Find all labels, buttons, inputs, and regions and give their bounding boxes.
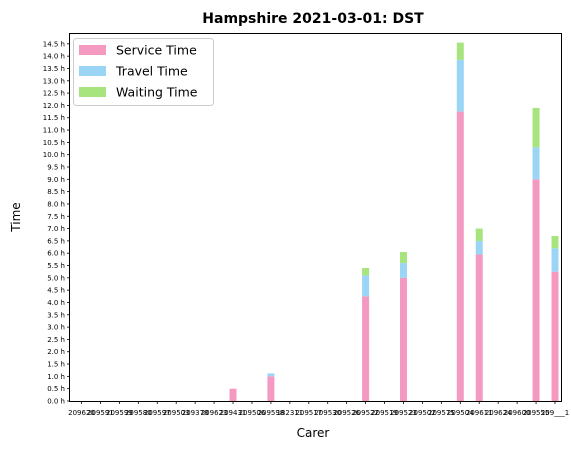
bar-travel-time-209523 — [399, 263, 407, 278]
legend: Service Time Travel Time Waiting Time — [73, 38, 214, 106]
x-tick-label: 209555 — [523, 409, 550, 417]
y-tick-label: 6.0 h — [47, 250, 65, 258]
x-tick-label: 209502 — [409, 409, 436, 417]
x-tick-label: 209591 — [87, 409, 114, 417]
bar-waiting-time-209522 — [362, 267, 370, 276]
y-tick-label: 10.0 h — [43, 151, 65, 159]
x-tick-label: 209519 — [371, 409, 398, 417]
legend-label-waiting-time: Waiting Time — [116, 85, 198, 100]
y-tick-label: 4.5 h — [47, 287, 65, 295]
legend-swatch-travel-time — [79, 66, 106, 76]
x-tick-label: 209523 — [390, 409, 417, 417]
bar-service-time-209___1 — [551, 271, 559, 401]
y-tick-label: 2.5 h — [47, 336, 65, 344]
x-tick-label: 209504 — [447, 409, 474, 417]
y-tick-label: 10.5 h — [43, 139, 65, 147]
y-tick-label: 5.5 h — [47, 262, 65, 270]
y-tick-label: 9.0 h — [47, 176, 65, 184]
bar-travel-time-209611 — [475, 240, 483, 255]
x-tick-label: 209522 — [352, 409, 379, 417]
chart-title: Hampshire 2021-03-01: DST — [202, 11, 424, 27]
x-tick-label: 209503 — [163, 409, 190, 417]
bar-service-time-209522 — [362, 296, 370, 401]
y-tick-label: 3.0 h — [47, 324, 65, 332]
y-axis-label: Time — [9, 202, 23, 232]
y-tick-label: 6.5 h — [47, 237, 65, 245]
x-tick-label: 209506 — [239, 409, 266, 417]
y-tick-label: 7.5 h — [47, 213, 65, 221]
y-tick-label: 1.0 h — [47, 373, 65, 381]
bar-waiting-time-209___1 — [551, 235, 559, 249]
x-tick-label: 209620 — [68, 409, 95, 417]
y-tick-label: 4.0 h — [47, 299, 65, 307]
y-tick-label: 12.0 h — [43, 102, 65, 110]
y-tick-label: 8.0 h — [47, 200, 65, 208]
bar-service-time-209611 — [475, 254, 483, 401]
bar-travel-time-209555 — [532, 147, 540, 180]
y-axis: 0.0 h 0.5 h 1.0 h 1.5 h 2.0 h 2.5 h 3.0 h 3.5 h… — [43, 40, 70, 406]
legend-label-travel-time: Travel Time — [115, 64, 188, 79]
x-tick-label: 182311 — [276, 409, 303, 417]
y-tick-label: 8.5 h — [47, 188, 65, 196]
bar-service-time-209504 — [456, 111, 464, 401]
bar-travel-time-209___1 — [551, 248, 559, 272]
y-tick-label: 1.5 h — [47, 361, 65, 369]
y-tick-label: 2.0 h — [47, 348, 65, 356]
x-tick-label: 209611 — [466, 409, 493, 417]
y-tick-label: 11.5 h — [43, 114, 65, 122]
bar-travel-time-209504 — [456, 59, 464, 112]
plot-frame — [69, 33, 562, 402]
y-tick-label: 3.5 h — [47, 311, 65, 319]
x-tick-label: 209517 — [295, 409, 322, 417]
y-tick-label: 11.0 h — [43, 127, 65, 135]
y-tick-label: 12.5 h — [43, 90, 65, 98]
x-tick-label: 209623 — [201, 409, 228, 417]
legend-label-service-time: Service Time — [116, 43, 197, 58]
x-tick-label: 209599 — [106, 409, 133, 417]
x-tick-label: 209575 — [428, 409, 455, 417]
bar-service-time-209523 — [399, 277, 407, 401]
bar-service-time-209555 — [532, 179, 540, 401]
x-axis-label: Carer — [297, 426, 330, 440]
y-tick-label: 0.0 h — [47, 398, 65, 406]
bar-travel-time-209598 — [267, 373, 275, 377]
y-tick-label: 14.0 h — [43, 53, 65, 61]
bar-waiting-time-209611 — [475, 228, 483, 241]
x-tick-label: 209530 — [314, 409, 341, 417]
legend-swatch-waiting-time — [79, 87, 106, 97]
bar-service-time-209431 — [229, 388, 237, 401]
y-tick-label: 7.0 h — [47, 225, 65, 233]
y-tick-label: 14.5 h — [43, 40, 65, 48]
bars-layer — [229, 42, 559, 401]
x-tick-label: 209597 — [144, 409, 171, 417]
x-tick-label: 209580 — [125, 409, 152, 417]
bar-waiting-time-209504 — [456, 42, 464, 60]
x-tick-label: 209___1 — [541, 409, 569, 417]
x-tick-label: 209624 — [485, 409, 512, 417]
legend-box — [73, 38, 214, 106]
y-tick-label: 13.0 h — [43, 77, 65, 85]
x-tick-label: 209598 — [258, 409, 285, 417]
x-tick-label: 209526 — [333, 409, 360, 417]
bar-waiting-time-209523 — [399, 251, 407, 264]
x-tick-label: 209600 — [504, 409, 531, 417]
x-tick-label: 209431 — [220, 409, 247, 417]
x-axis: 2096202095912095992095802095972095032093… — [68, 401, 569, 417]
bar-service-time-209598 — [267, 376, 275, 401]
bar-waiting-time-209555 — [532, 107, 540, 148]
legend-swatch-service-time — [79, 45, 106, 55]
y-tick-label: 5.0 h — [47, 274, 65, 282]
y-tick-label: 9.5 h — [47, 164, 65, 172]
y-tick-label: 13.5 h — [43, 65, 65, 73]
x-tick-label: 209378 — [182, 409, 209, 417]
bar-travel-time-209522 — [362, 275, 370, 297]
y-tick-label: 0.5 h — [47, 385, 65, 393]
